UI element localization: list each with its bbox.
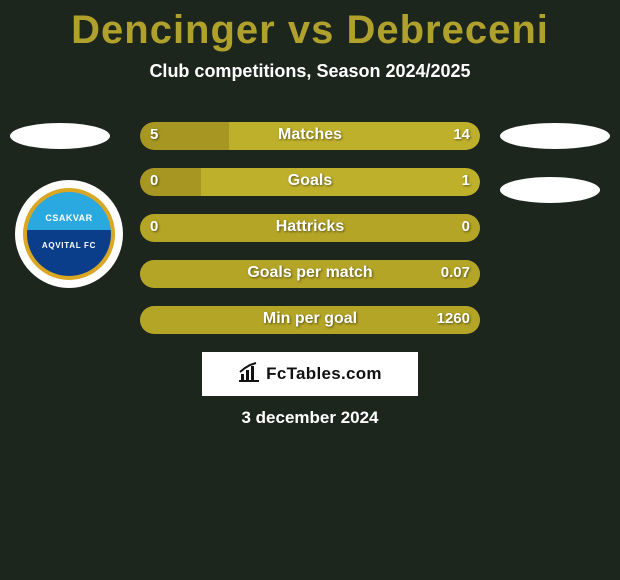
stat-bar-goals-per-match-right-value: 0.07 [441,264,470,281]
stat-bar-hattricks-label: Hattricks [140,218,480,236]
stat-bar-min-per-goal-right-value: 1260 [437,310,470,327]
stat-bar-hattricks-right-value: 0 [462,218,470,235]
bar-chart-icon [238,362,260,387]
brand-box: FcTables.com [202,352,418,396]
stat-bar-goals-per-match-label: Goals per match [140,264,480,282]
stat-bar-matches-left-value: 5 [150,126,158,143]
stat-bar-goals-per-match: Goals per match0.07 [140,260,480,288]
brand-text: FcTables.com [266,364,382,384]
stat-bar-matches-right-value: 14 [453,126,470,143]
ellipse-right-top [500,123,610,149]
ellipse-right-bottom [500,177,600,203]
stat-bars: Matches514Goals01Hattricks00Goals per ma… [140,122,480,352]
stat-bar-goals-label: Goals [140,172,480,190]
stat-bar-matches-label: Matches [140,126,480,144]
ellipse-left [10,123,110,149]
stat-bar-goals-right-value: 1 [462,172,470,189]
club-badge-inner: CSAKVAR AQVITAL FC [23,188,115,280]
stat-bar-min-per-goal-label: Min per goal [140,310,480,328]
page-subtitle: Club competitions, Season 2024/2025 [0,61,620,82]
page-title: Dencinger vs Debreceni [0,0,620,53]
stat-bar-hattricks: Hattricks0 0 [140,214,480,242]
stat-bar-goals-left-value: 0 [150,172,158,189]
stat-bar-hattricks-left-value: 0 [150,218,158,235]
club-badge-top-text: CSAKVAR [45,213,92,223]
club-badge-left: CSAKVAR AQVITAL FC [15,180,123,288]
club-badge-bottom-text: AQVITAL FC [42,241,96,250]
stat-bar-matches: Matches5 14 [140,122,480,150]
stat-bar-min-per-goal: Min per goal1260 [140,306,480,334]
stat-bar-goals: Goals0 1 [140,168,480,196]
footer-date: 3 december 2024 [0,408,620,428]
